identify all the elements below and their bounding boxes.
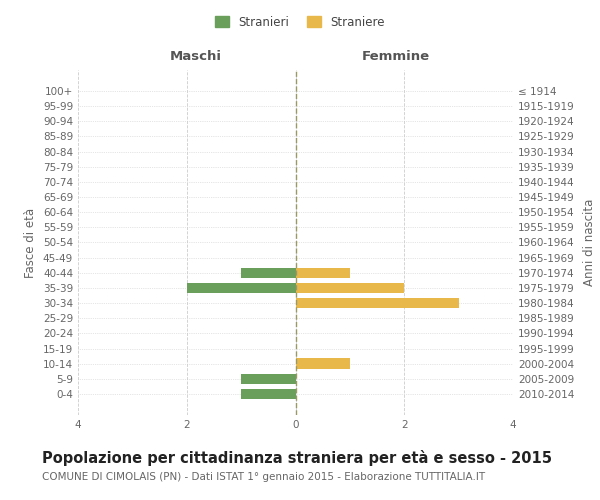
Bar — [241, 388, 296, 400]
Bar — [296, 282, 404, 294]
Bar — [296, 358, 350, 369]
Bar — [241, 374, 296, 384]
Text: COMUNE DI CIMOLAIS (PN) - Dati ISTAT 1° gennaio 2015 - Elaborazione TUTTITALIA.I: COMUNE DI CIMOLAIS (PN) - Dati ISTAT 1° … — [42, 472, 485, 482]
Legend: Stranieri, Straniere: Stranieri, Straniere — [210, 11, 390, 34]
Y-axis label: Fasce di età: Fasce di età — [25, 208, 37, 278]
Bar — [187, 282, 296, 294]
Text: Popolazione per cittadinanza straniera per età e sesso - 2015: Popolazione per cittadinanza straniera p… — [42, 450, 552, 466]
Bar — [296, 268, 350, 278]
Text: Maschi: Maschi — [169, 50, 221, 63]
Bar — [296, 298, 458, 308]
Bar — [241, 268, 296, 278]
Y-axis label: Anni di nascita: Anni di nascita — [583, 199, 596, 286]
Text: Femmine: Femmine — [361, 50, 430, 63]
